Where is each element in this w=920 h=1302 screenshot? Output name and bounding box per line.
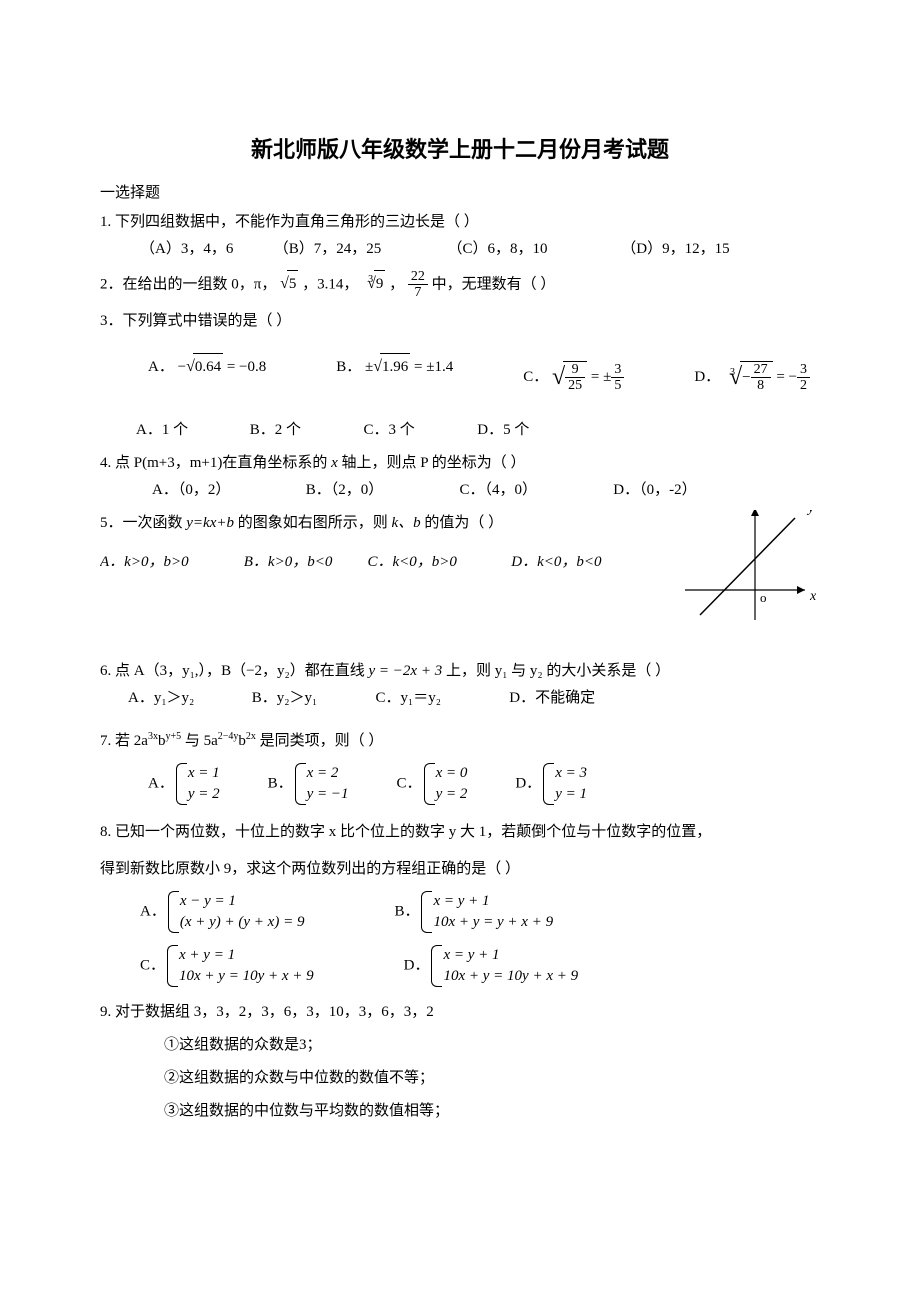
- q6-opt-b: B．y₂＞y₁: [252, 685, 372, 712]
- sqrt-5: √5: [280, 270, 298, 299]
- q8-line1: 8. 已知一个两位数，十位上的数字 x 比个位上的数字 y 大 1，若颠倒个位与…: [100, 819, 820, 846]
- q2-mid1: ，3.14，: [302, 276, 358, 292]
- q1-opt-c: （C）6，8，10: [448, 236, 618, 263]
- q9-text: 9. 对于数据组 3，3，2，3，6，3，10，3，6，3，2: [100, 999, 820, 1026]
- question-6: 6. 点 A（3，y₁,），B（−2，y₂）都在直线 y = −2x + 3 上…: [100, 658, 820, 712]
- q7-opt-b: B．x = 2y = −1: [268, 763, 349, 805]
- q4-opt-d: D．（0，-2）: [613, 477, 696, 504]
- section-heading: 一选择题: [100, 180, 820, 207]
- q3-opt-a: A． −√0.64 = −0.8: [148, 353, 266, 396]
- frac-22-7: 227: [408, 269, 428, 301]
- q1-options: （A）3，4，6 （B）7，24，25 （C）6，8，10 （D）9，12，15: [100, 236, 820, 263]
- q7-opt-c: C．x = 0y = 2: [397, 763, 468, 805]
- axis-y-label: y: [806, 510, 815, 516]
- q7-opt-a: A．x = 1y = 2: [148, 763, 220, 805]
- question-5: y x o 5．一次函数 y=kx+b 的图象如右图所示，则 k、b 的值为（ …: [100, 510, 820, 630]
- q3-options: A． −√0.64 = −0.8 B． ±√1.96 = ±1.4 C． √92…: [100, 353, 820, 396]
- q6-options: A．y₁＞y₂ B．y₂＞y₁ C．y₁＝y₂ D．不能确定: [100, 685, 820, 712]
- q4-options: A．（0，2） B．（2，0） C．（4，0） D．（0，-2）: [100, 477, 820, 504]
- q8-options: A．x − y = 1(x + y) + (y + x) = 9 B．x = y…: [100, 891, 820, 987]
- q8-line2: 得到新数比原数小 9，求这个两位数列出的方程组正确的是（ ）: [100, 856, 820, 883]
- question-9: 9. 对于数据组 3，3，2，3，6，3，10，3，6，3，2 ①这组数据的众数…: [100, 999, 820, 1125]
- q1-opt-a: （A）3，4，6: [140, 236, 270, 263]
- q8-opt-d: D．x = y + 110x + y = 10y + x + 9: [404, 945, 578, 987]
- q4-opt-c: C．（4，0）: [460, 477, 610, 504]
- q5-opt-b: B．k>0，b<0: [244, 549, 364, 576]
- q3-opt-c: C． √925 = ±35: [523, 353, 624, 396]
- q6-opt-a: A．y₁＞y₂: [128, 685, 248, 712]
- q1-opt-b: （B）7，24，25: [274, 236, 444, 263]
- q8-opt-a: A．x − y = 1(x + y) + (y + x) = 9: [140, 891, 304, 933]
- q9-s3: ③这组数据的中位数与平均数的数值相等；: [100, 1098, 820, 1125]
- q4-opt-a: A．（0，2）: [152, 477, 302, 504]
- q9-s1: ①这组数据的众数是3；: [100, 1032, 820, 1059]
- question-1: 1. 下列四组数据中，不能作为直角三角形的三边长是（ ） （A）3，4，6 （B…: [100, 209, 820, 263]
- q1-text: 1. 下列四组数据中，不能作为直角三角形的三边长是（ ）: [100, 209, 820, 236]
- q7-text: 7. 若 2a3xby+5 与 5a2−4yb2x 是同类项，则（ ）: [100, 728, 820, 755]
- question-3: 3．下列算式中错误的是（ ） A． −√0.64 = −0.8 B． ±√1.9…: [100, 308, 820, 443]
- question-8: 8. 已知一个两位数，十位上的数字 x 比个位上的数字 y 大 1，若颠倒个位与…: [100, 819, 820, 987]
- question-7: 7. 若 2a3xby+5 与 5a2−4yb2x 是同类项，则（ ） A．x …: [100, 728, 820, 805]
- q6-text: 6. 点 A（3，y₁,），B（−2，y₂）都在直线 y = −2x + 3 上…: [100, 658, 820, 685]
- q8-opt-b: B．x = y + 110x + y = y + x + 9: [394, 891, 553, 933]
- q2-prefix: 2．在给出的一组数 0，π，: [100, 276, 276, 292]
- q7-opt-d: D．x = 3y = 1: [515, 763, 587, 805]
- q2-mid2: ，: [389, 276, 404, 292]
- document-title: 新北师版八年级数学上册十二月份月考试题: [100, 130, 820, 170]
- q4-text: 4. 点 P(m+3，m+1)在直角坐标系的 x 轴上，则点 P 的坐标为（ ）: [100, 450, 820, 477]
- q3b-opt-b: B．2 个: [250, 417, 360, 444]
- axis-x-label: x: [809, 589, 817, 604]
- q5-opt-d: D．k<0，b<0: [511, 554, 601, 570]
- cbrt-9: 3√9: [362, 276, 385, 292]
- q3b-opt-a: A．1 个: [136, 417, 246, 444]
- q3-opt-d: D． 3√−278 = −32: [694, 353, 810, 396]
- q3-text: 3．下列算式中错误的是（ ）: [100, 308, 820, 335]
- q2-suffix: 中，无理数有（ ）: [432, 276, 556, 292]
- q7-options: A．x = 1y = 2 B．x = 2y = −1 C．x = 0y = 2 …: [100, 763, 820, 805]
- q6-opt-d: D．不能确定: [509, 685, 595, 712]
- q3b-opt-c: C．3 个: [364, 417, 474, 444]
- q5-opt-a: A．k>0，b>0: [100, 549, 240, 576]
- q3b-options: A．1 个 B．2 个 C．3 个 D．5 个: [100, 417, 820, 444]
- q4-opt-b: B．（2，0）: [306, 477, 456, 504]
- q1-opt-d: （D）9，12，15: [621, 236, 729, 263]
- linear-function-graph: y x o: [680, 510, 820, 630]
- q3-opt-b: B． ±√1.96 = ±1.4: [336, 353, 453, 396]
- q6-opt-c: C．y₁＝y₂: [376, 685, 506, 712]
- q8-opt-c: C．x + y = 110x + y = 10y + x + 9: [140, 945, 314, 987]
- q5-opt-c: C．k<0，b>0: [368, 549, 508, 576]
- q9-s2: ②这组数据的众数与中位数的数值不等；: [100, 1065, 820, 1092]
- question-4: 4. 点 P(m+3，m+1)在直角坐标系的 x 轴上，则点 P 的坐标为（ ）…: [100, 450, 820, 504]
- question-2: 2．在给出的一组数 0，π， √5 ，3.14， 3√9 ， 227 中，无理数…: [100, 269, 820, 301]
- q3b-opt-d: D．5 个: [477, 417, 529, 444]
- origin-label: o: [760, 590, 767, 605]
